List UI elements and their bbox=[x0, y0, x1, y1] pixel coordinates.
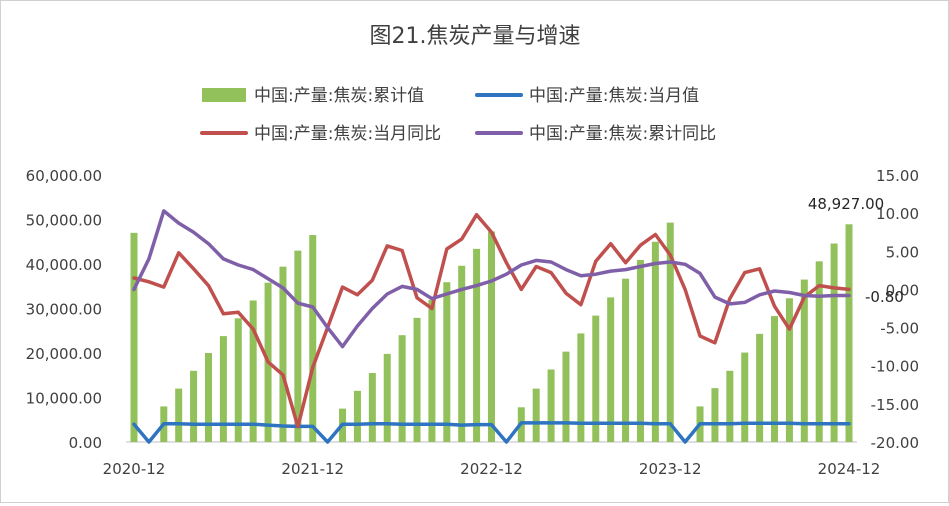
chart-title: 图21.焦炭产量与增速 bbox=[370, 24, 581, 49]
bar-cumulative-2020-12 bbox=[130, 232, 138, 442]
bar-cumulative-2022-09 bbox=[443, 282, 451, 442]
y-left-tick-label: 20,000.00 bbox=[26, 345, 102, 363]
bar-cumulative-2024-06 bbox=[756, 333, 764, 442]
bar-cumulative-2023-05 bbox=[562, 351, 570, 442]
bar-cumulative-2022-04 bbox=[368, 373, 376, 442]
y-right-tick-label: -5.00 bbox=[880, 320, 919, 338]
bar-cumulative-2023-07 bbox=[592, 315, 600, 442]
y-right-tick-label: 0.00 bbox=[886, 281, 919, 299]
line-series-2 bbox=[132, 209, 851, 349]
bar-cumulative-2023-09 bbox=[622, 278, 630, 442]
line-series-1 bbox=[132, 212, 851, 429]
y-right-tick-label: -15.00 bbox=[871, 396, 919, 414]
legend-swatch-bar bbox=[202, 88, 246, 102]
bar-cumulative-2024-11 bbox=[830, 243, 838, 442]
y-left-tick-label: 30,000.00 bbox=[26, 301, 102, 319]
bar-cumulative-2024-10 bbox=[815, 261, 823, 442]
bar-cumulative-2024-04 bbox=[726, 370, 734, 442]
bar-cumulative-2021-11 bbox=[294, 250, 302, 442]
y-left-tick-label: 60,000.00 bbox=[26, 167, 102, 185]
bar-cumulative-2021-05 bbox=[204, 353, 212, 442]
bar-cumulative-2022-12 bbox=[488, 231, 495, 442]
y-left-tick-label: 50,000.00 bbox=[26, 212, 102, 230]
annotations: 48,927.00 -0.80 bbox=[808, 195, 904, 306]
bar-cumulative-2023-08 bbox=[607, 297, 615, 442]
bar-cumulative-2022-03 bbox=[353, 390, 361, 442]
y-right-tick-label: 15.00 bbox=[876, 167, 919, 185]
y-left-tick-label: 10,000.00 bbox=[26, 390, 102, 408]
bar-cumulative-2023-12 bbox=[666, 222, 674, 442]
y-right-tick-label: 10.00 bbox=[876, 205, 919, 223]
bar-cumulative-2022-06 bbox=[398, 335, 406, 442]
legend-label: 中国:产量:焦炭:累计值 bbox=[254, 86, 424, 106]
bar-cumulative-2021-04 bbox=[190, 370, 198, 442]
bar-cumulative-2021-08 bbox=[249, 300, 257, 442]
bar-cumulative-2021-12 bbox=[309, 235, 317, 442]
y-left-tick-label: 40,000.00 bbox=[26, 256, 102, 274]
bar-cumulative-2023-04 bbox=[547, 369, 555, 442]
data-label-cumulative-yoy-last: -0.80 bbox=[865, 288, 904, 306]
bar-cumulative-2024-05 bbox=[741, 352, 749, 442]
bar-cumulative-2024-03 bbox=[711, 388, 719, 442]
bar-cumulative-2022-05 bbox=[383, 353, 391, 442]
y-right-tick-label: -10.00 bbox=[871, 358, 919, 376]
bar-cumulative-2021-07 bbox=[234, 318, 242, 442]
x-tick-label: 2020-12 bbox=[103, 460, 166, 478]
line-series-group bbox=[132, 209, 851, 444]
bar-cumulative-2023-11 bbox=[651, 241, 659, 442]
bar-cumulative-2023-10 bbox=[636, 259, 644, 442]
x-tick-label: 2021-12 bbox=[281, 460, 344, 478]
legend-label: 中国:产量:焦炭:当月同比 bbox=[254, 124, 441, 144]
legend-label: 中国:产量:焦炭:累计同比 bbox=[529, 124, 716, 144]
line-series-0 bbox=[132, 421, 851, 444]
x-tick-label: 2022-12 bbox=[460, 460, 523, 478]
bar-cumulative-2024-09 bbox=[800, 279, 808, 442]
bar-cumulative-2021-10 bbox=[279, 266, 287, 442]
bar-cumulative-2023-03 bbox=[532, 388, 540, 442]
y-right-tick-label: -20.00 bbox=[871, 434, 919, 452]
legend-label: 中国:产量:焦炭:当月值 bbox=[529, 86, 699, 106]
bar-cumulative-2021-03 bbox=[175, 388, 183, 442]
x-tick-label: 2023-12 bbox=[639, 460, 702, 478]
y-right-tick-label: 5.00 bbox=[886, 243, 919, 261]
bar-series-cumulative bbox=[130, 222, 853, 442]
data-label-cumulative-last: 48,927.00 bbox=[808, 195, 884, 213]
bar-cumulative-2024-07 bbox=[771, 316, 779, 442]
axes: 0.00 10,000.00 20,000.00 30,000.00 40,000.00… bbox=[26, 167, 919, 478]
y-left-tick-label: 0.00 bbox=[69, 434, 102, 452]
bar-cumulative-2024-08 bbox=[785, 298, 793, 442]
bar-cumulative-2024-12 bbox=[845, 224, 853, 442]
bar-cumulative-2021-06 bbox=[219, 336, 227, 442]
x-tick-label: 2024-12 bbox=[818, 460, 881, 478]
bar-cumulative-2022-10 bbox=[458, 265, 466, 442]
bar-cumulative-2022-11 bbox=[473, 248, 481, 442]
bar-cumulative-2022-07 bbox=[413, 317, 421, 442]
bar-cumulative-2023-06 bbox=[577, 333, 585, 442]
bar-cumulative-2022-08 bbox=[428, 300, 436, 442]
